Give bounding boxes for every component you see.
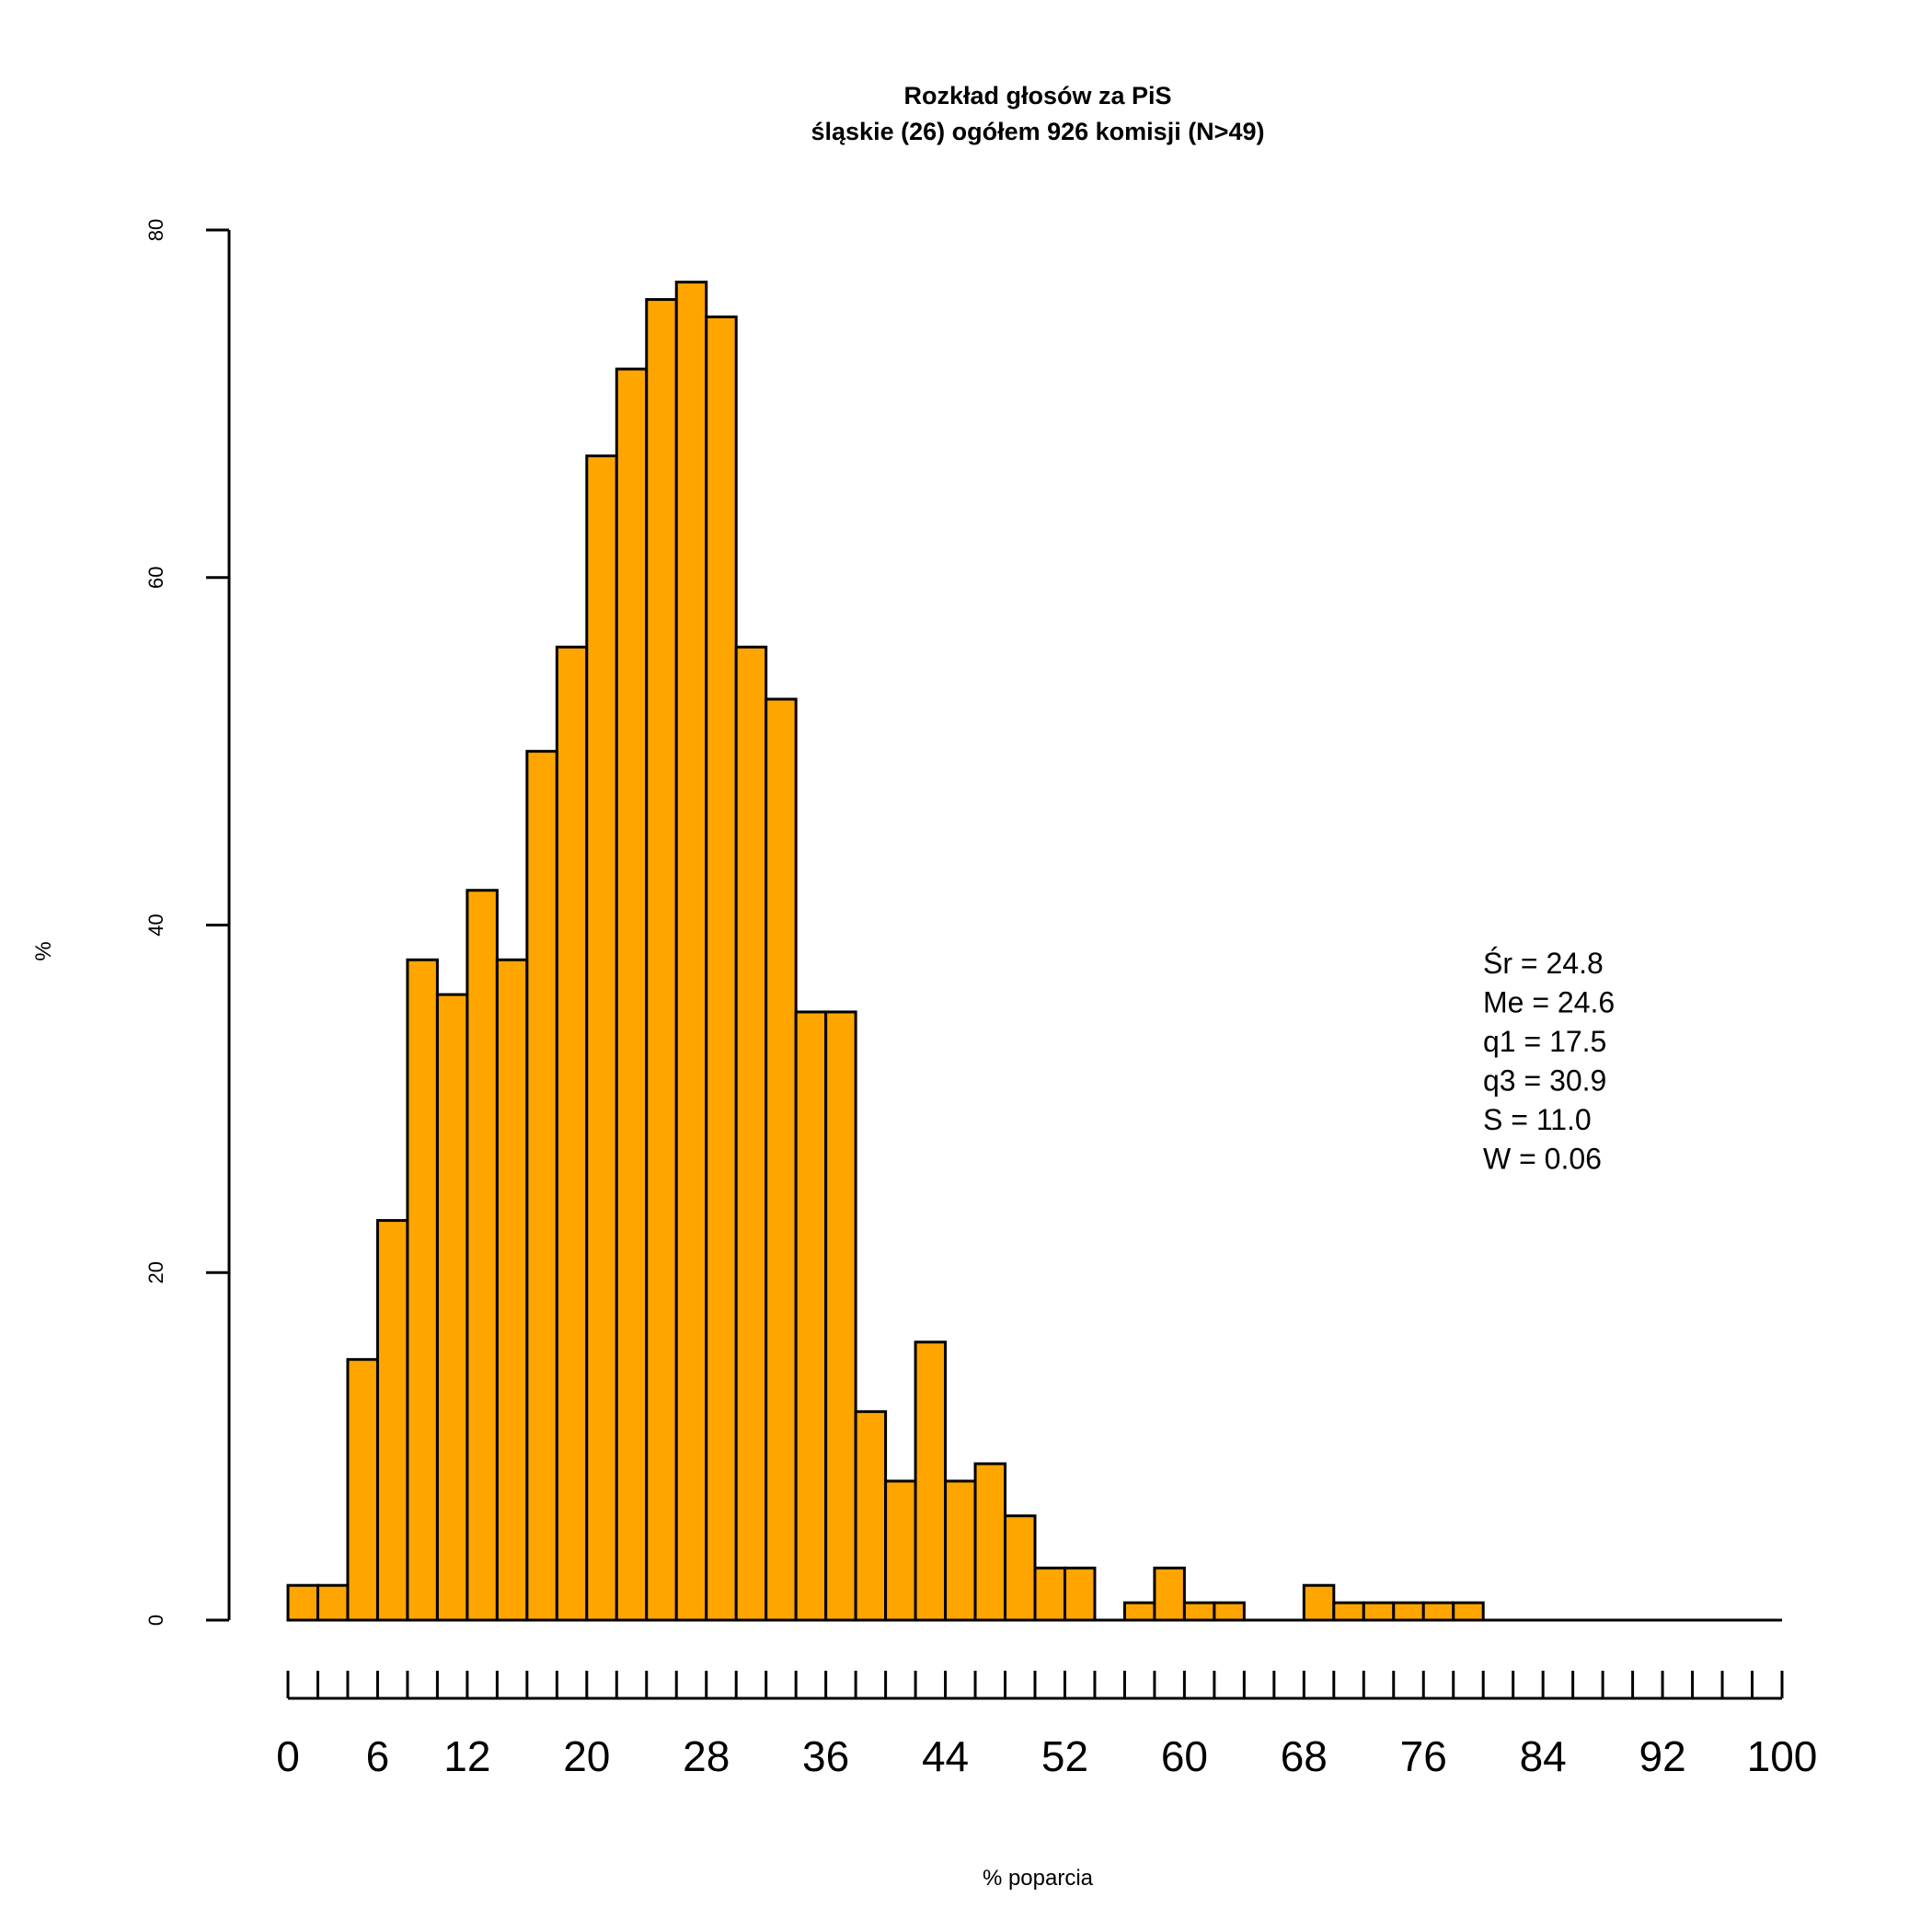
x-axis-label: % poparcia [983, 1866, 1094, 1891]
histogram-bar [585, 454, 618, 1622]
x-tick-label: 68 [1281, 1732, 1328, 1780]
histogram-bar [466, 889, 499, 1622]
histogram-bar [1213, 1601, 1246, 1622]
y-tick-label: 40 [144, 914, 167, 936]
histogram-bar [375, 1219, 409, 1622]
histogram-bar [346, 1358, 379, 1622]
x-tick-label: 20 [563, 1732, 610, 1780]
y-axis: 0 20 40 60 80 [144, 219, 231, 1626]
x-tick-label: 6 [366, 1732, 390, 1780]
histogram-bar [1063, 1566, 1097, 1622]
histogram-bar [794, 1010, 828, 1622]
chart-title: Rozkład głosów za PiS [903, 82, 1171, 109]
chart-subtitle: śląskie (26) ogółem 926 komisji (N>49) [811, 118, 1265, 145]
histogram-bar [1362, 1601, 1396, 1622]
histogram-bar [854, 1409, 888, 1622]
stat-line: S = 11.0 [1483, 1103, 1592, 1136]
histogram-bar [406, 958, 439, 1622]
histogram-bar [1182, 1601, 1216, 1622]
histogram-bar [1122, 1601, 1156, 1622]
x-tick-label: 12 [443, 1732, 490, 1780]
histogram-bar [1302, 1583, 1336, 1622]
x-tick-label: 84 [1520, 1732, 1567, 1780]
histogram-bar [1452, 1601, 1485, 1622]
x-tick-label: 100 [1747, 1732, 1818, 1780]
y-tick-label: 60 [144, 567, 167, 589]
histogram-bar [1033, 1566, 1066, 1622]
histogram-bar [824, 1010, 857, 1622]
histogram-bar [914, 1340, 948, 1622]
histogram-bar [495, 958, 529, 1622]
y-axis-label: % [31, 941, 56, 960]
x-tick-label: 28 [683, 1732, 730, 1780]
histogram-bar [884, 1479, 917, 1622]
histogram-bar [286, 1583, 319, 1622]
x-tick-label: 60 [1161, 1732, 1208, 1780]
histogram-bar [734, 645, 768, 1622]
histogram-bar [316, 1583, 350, 1622]
histogram-bar [765, 697, 798, 1622]
histogram-bar [615, 367, 649, 1622]
histogram-bar [1392, 1601, 1425, 1622]
x-tick-label: 76 [1400, 1732, 1447, 1780]
stat-line: q3 = 30.9 [1483, 1064, 1606, 1098]
histogram-bar [435, 993, 469, 1622]
x-tick-label: 52 [1041, 1732, 1088, 1780]
x-tick-label: 44 [922, 1732, 969, 1780]
y-tick-label: 20 [144, 1261, 167, 1283]
stats-box: Śr = 24.8 Me = 24.6 q1 = 17.5 q3 = 30.9 S = … [1483, 947, 1615, 1176]
histogram-bar [645, 298, 678, 1622]
x-tick-label: 92 [1639, 1732, 1685, 1780]
histogram-bar [944, 1479, 977, 1622]
histogram-bar [1332, 1601, 1365, 1622]
histogram-bar [1421, 1601, 1455, 1622]
stat-line: Me = 24.6 [1483, 986, 1615, 1019]
histogram-bar [973, 1462, 1007, 1622]
x-tick-label: 36 [802, 1732, 849, 1780]
stat-line: q1 = 17.5 [1483, 1025, 1606, 1058]
histogram-bar [705, 315, 738, 1622]
stat-line: Śr = 24.8 [1483, 947, 1604, 980]
histogram-bar [555, 645, 589, 1622]
histogram-bar [1004, 1514, 1037, 1622]
histogram-bar [525, 750, 558, 1622]
histogram-bar [674, 281, 708, 1622]
bars-group [286, 281, 1782, 1622]
histogram-bar [1153, 1566, 1186, 1622]
x-axis: 0 6 12 20 28 36 44 52 60 68 76 84 92 100 [276, 1671, 1817, 1780]
y-tick-label: 80 [144, 219, 167, 241]
x-tick-label: 0 [276, 1732, 300, 1780]
y-tick-label: 0 [144, 1615, 167, 1626]
stat-line: W = 0.06 [1483, 1143, 1602, 1176]
